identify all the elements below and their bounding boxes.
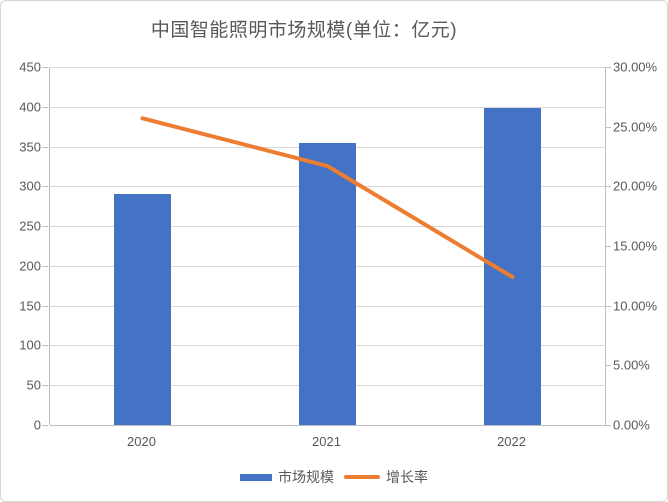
- legend-line-label: 增长率: [386, 469, 428, 485]
- gridline: [50, 106, 605, 108]
- left-axis-tick-label: 400: [19, 99, 41, 115]
- right-axis-tick-label: 25.00%: [613, 119, 658, 135]
- bar-2021: [299, 143, 356, 425]
- left-axis-tick-label: 200: [19, 258, 41, 274]
- left-axis-tick: [42, 226, 48, 228]
- right-axis-tick: [605, 67, 611, 68]
- left-axis-tick: [42, 425, 48, 426]
- right-axis-tick-label: 20.00%: [613, 178, 658, 194]
- right-axis-tick-label: 5.00%: [613, 357, 650, 373]
- legend-line-swatch-icon: [344, 475, 380, 479]
- growth-rate-line-layer: [140, 116, 515, 280]
- x-axis-label-2021: 2021: [312, 434, 341, 449]
- legend-bar-swatch-icon: [240, 473, 272, 481]
- right-axis-tick-label: 30.00%: [613, 59, 658, 75]
- right-axis-tick: [605, 365, 611, 367]
- x-axis-label-2020: 2020: [127, 434, 156, 449]
- left-axis-tick-label: 350: [19, 139, 41, 155]
- left-axis-tick: [42, 106, 48, 108]
- left-axis-tick: [42, 67, 48, 68]
- left-axis-tick: [42, 385, 48, 387]
- legend-bar-label: 市场规模: [278, 469, 334, 485]
- x-axis-line: [50, 425, 605, 426]
- left-axis-tick-label: 450: [19, 59, 41, 75]
- right-axis-tick: [605, 425, 611, 426]
- right-axis-tick: [605, 126, 611, 128]
- left-axis-tick: [42, 265, 48, 267]
- left-axis-tick: [42, 345, 48, 347]
- gridline: [50, 67, 605, 68]
- left-axis-tick-label: 50: [26, 377, 41, 393]
- plot-area: [49, 67, 606, 426]
- left-axis-tick: [42, 305, 48, 307]
- left-axis-tick-label: 100: [19, 337, 41, 353]
- right-axis-tick: [605, 186, 611, 188]
- growth-rate-line: [140, 116, 515, 280]
- bar-2020: [114, 193, 171, 425]
- right-axis-tick: [605, 305, 611, 307]
- left-axis-tick-label: 150: [19, 298, 41, 314]
- x-axis-label-2022: 2022: [497, 434, 526, 449]
- left-axis-tick-label: 0: [33, 417, 41, 433]
- right-axis-tick-label: 15.00%: [613, 238, 658, 254]
- chart-title: 中国智能照明市场规模(单位：亿元): [150, 20, 458, 41]
- right-axis-tick-label: 10.00%: [613, 298, 658, 314]
- left-axis-tick-label: 250: [19, 218, 41, 234]
- legend: 市场规模 增长率: [1, 467, 667, 487]
- left-axis-tick-label: 300: [19, 178, 41, 194]
- left-axis-tick: [42, 146, 48, 148]
- right-axis-tick-label: 0.00%: [613, 417, 650, 433]
- left-axis-tick: [42, 186, 48, 188]
- right-axis-tick: [605, 246, 611, 247]
